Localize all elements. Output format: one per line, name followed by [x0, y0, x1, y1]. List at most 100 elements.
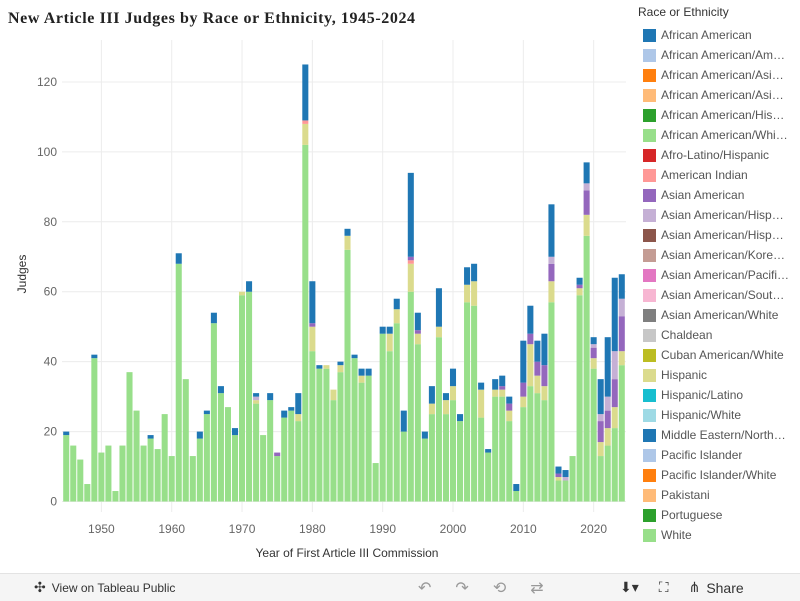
bar-segment-1969-white[interactable]: [231, 435, 239, 502]
bar-segment-2006-hispanic[interactable]: [492, 389, 499, 397]
bar-segment-1995-hispanic[interactable]: [414, 333, 421, 345]
bar-segment-2002-white[interactable]: [464, 302, 471, 502]
bar-segment-2019-white[interactable]: [583, 235, 590, 502]
legend-item[interactable]: Hispanic/Latino: [638, 385, 800, 405]
bar-segment-1973-white[interactable]: [260, 435, 267, 502]
bar-segment-1996-african-american[interactable]: [421, 431, 428, 439]
bar-segment-2021-hispanic[interactable]: [597, 442, 604, 457]
bar-segment-1996-white[interactable]: [421, 438, 428, 502]
legend-item[interactable]: Asian American/Hisp…: [638, 205, 800, 225]
bar-segment-2001-african-american[interactable]: [457, 414, 464, 422]
legend-item[interactable]: Asian American/Sout…: [638, 285, 800, 305]
bar-segment-1962-white[interactable]: [182, 379, 189, 502]
bar-segment-1994-american-indian[interactable]: [407, 260, 414, 264]
bar-segment-2010-asian-american[interactable]: [520, 382, 527, 397]
bar-segment-1991-hispanic[interactable]: [386, 333, 393, 352]
bar-segment-1945-african-american[interactable]: [63, 431, 70, 436]
bar-segment-1972-african-american[interactable]: [253, 393, 260, 397]
bar-segment-1957-african-american[interactable]: [147, 435, 154, 439]
bar-segment-2008-asian-american[interactable]: [506, 403, 513, 411]
bar-segment-1965-african-american[interactable]: [203, 410, 210, 415]
bar-segment-1971-african-american[interactable]: [246, 281, 253, 292]
bar-segment-2024-white[interactable]: [618, 365, 625, 502]
bar-segment-1980-hispanic[interactable]: [309, 326, 316, 352]
bar-segment-2019-african-american[interactable]: [583, 162, 590, 184]
bar-segment-2003-african-american[interactable]: [471, 263, 478, 282]
bar-segment-1958-white[interactable]: [154, 449, 161, 502]
bar-segment-2023-other[interactable]: [611, 351, 618, 380]
bar-segment-2015-african-american[interactable]: [555, 466, 562, 474]
bar-segment-1956-white[interactable]: [140, 445, 147, 502]
bar-segment-2002-african-american[interactable]: [464, 267, 471, 285]
bar-segment-1995-white[interactable]: [414, 344, 421, 502]
bar-segment-1976-african-american[interactable]: [281, 410, 288, 418]
bar-segment-1990-white[interactable]: [379, 333, 386, 502]
bar-segment-2021-african-american[interactable]: [597, 379, 604, 415]
bar-segment-1987-hispanic[interactable]: [358, 375, 365, 383]
legend-item[interactable]: Asian American/White: [638, 305, 800, 325]
bar-segment-1980-african-american[interactable]: [309, 281, 316, 324]
bar-segment-2016-african-american[interactable]: [562, 470, 569, 478]
bar-segment-1986-african-american[interactable]: [351, 354, 358, 359]
bar-segment-1946-white[interactable]: [70, 445, 77, 502]
bar-segment-2018-asian-american[interactable]: [576, 284, 583, 289]
bar-segment-1991-white[interactable]: [386, 351, 393, 502]
bar-segment-1998-white[interactable]: [435, 337, 442, 502]
bar-segment-1993-african-american[interactable]: [400, 410, 407, 432]
bar-segment-2016-other[interactable]: [562, 477, 569, 481]
bar-segment-2008-african-american[interactable]: [506, 396, 513, 404]
bar-segment-2013-hispanic[interactable]: [541, 386, 548, 401]
view-on-tableau-link[interactable]: ✣ View on Tableau Public: [34, 579, 175, 596]
bar-segment-2010-hispanic[interactable]: [520, 396, 527, 408]
bar-segment-2013-white[interactable]: [541, 400, 548, 502]
bar-segment-2006-white[interactable]: [492, 396, 499, 502]
bar-segment-1984-white[interactable]: [337, 372, 344, 502]
bar-segment-2024-hispanic[interactable]: [618, 351, 625, 366]
bar-segment-2024-asian-american[interactable]: [618, 316, 625, 352]
bar-segment-2005-white[interactable]: [485, 452, 492, 502]
bar-segment-2023-white[interactable]: [611, 428, 618, 502]
bar-segment-1999-hispanic[interactable]: [442, 400, 449, 415]
legend-item[interactable]: Afro-Latino/Hispanic: [638, 145, 800, 165]
bar-segment-2001-white[interactable]: [457, 421, 464, 502]
bar-segment-1987-white[interactable]: [358, 382, 365, 502]
bar-segment-1979-hispanic[interactable]: [302, 123, 309, 145]
bar-segment-2023-hispanic[interactable]: [611, 407, 618, 429]
bar-segment-1984-african-american[interactable]: [337, 361, 344, 366]
bar-segment-2014-white[interactable]: [548, 302, 555, 502]
bar-segment-1961-african-american[interactable]: [175, 253, 182, 264]
bar-segment-1978-white[interactable]: [295, 421, 302, 502]
redo-icon[interactable]: ↷: [455, 579, 469, 597]
bar-segment-1994-asian-american[interactable]: [407, 256, 414, 261]
bar-segment-1976-white[interactable]: [281, 417, 288, 502]
bar-segment-1965-white[interactable]: [203, 414, 210, 502]
bar-segment-2018-white[interactable]: [576, 295, 583, 502]
bar-segment-1948-white[interactable]: [84, 484, 91, 502]
bar-segment-1985-hispanic[interactable]: [344, 235, 351, 250]
bar-segment-2004-hispanic[interactable]: [478, 389, 485, 418]
legend-item[interactable]: African American/Whi…: [638, 125, 800, 145]
bar-segment-2011-hispanic[interactable]: [527, 344, 534, 387]
bar-segment-1980-asian-american[interactable]: [309, 323, 316, 327]
bar-segment-2022-african-american[interactable]: [604, 337, 611, 397]
bar-segment-1957-white[interactable]: [147, 438, 154, 502]
bar-segment-1967-african-american[interactable]: [217, 386, 224, 394]
bar-segment-1984-hispanic[interactable]: [337, 365, 344, 373]
bar-segment-1995-asian-american[interactable]: [414, 330, 421, 334]
bar-segment-2021-white[interactable]: [597, 456, 604, 502]
bar-segment-1999-white[interactable]: [442, 414, 449, 502]
bar-segment-1977-african-american[interactable]: [288, 407, 295, 411]
bar-segment-1964-african-american[interactable]: [196, 431, 203, 439]
bar-segment-2020-white[interactable]: [590, 368, 597, 502]
bar-segment-2008-white[interactable]: [506, 421, 513, 502]
bar-segment-1953-white[interactable]: [119, 445, 126, 502]
bar-segment-2008-hispanic[interactable]: [506, 410, 513, 422]
bar-segment-1979-african-american[interactable]: [302, 64, 309, 121]
bar-segment-2018-hispanic[interactable]: [576, 288, 583, 296]
bar-segment-1988-african-american[interactable]: [365, 368, 372, 376]
bar-segment-1985-african-american[interactable]: [344, 228, 351, 236]
bar-segment-2007-white[interactable]: [499, 396, 506, 502]
bar-segment-2010-african-american[interactable]: [520, 340, 527, 383]
legend-item[interactable]: Hispanic: [638, 365, 800, 385]
bar-segment-1999-african-american[interactable]: [442, 393, 449, 401]
